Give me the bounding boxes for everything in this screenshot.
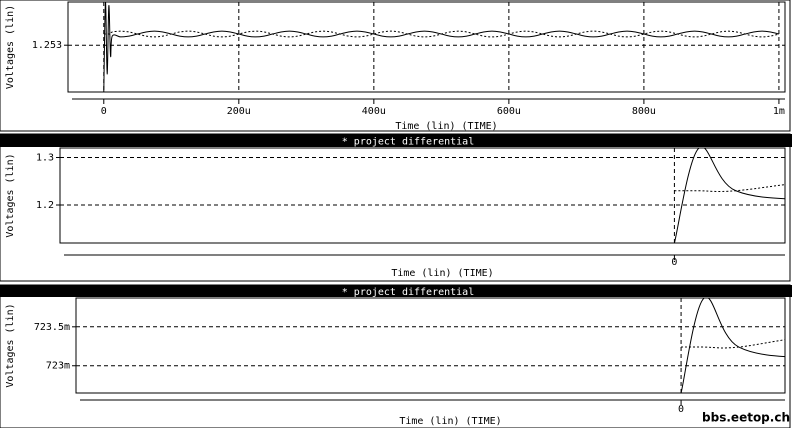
panel-title: * project differential [342, 137, 474, 148]
x-tick-label: 1m [773, 106, 785, 117]
x-tick-label: 600u [497, 106, 521, 117]
panel: 0 200u 400u 600u 800u 1m 1.253 Time (lin) (TIME… [0, 0, 791, 132]
plot-area [67, 1, 786, 93]
x-tick-label: 0 [678, 404, 684, 415]
panel: * project differential0200u400u600u800u1… [0, 284, 792, 428]
x-tick-label: 0 [101, 106, 107, 117]
panel: * project differential0200u400u600u800u1… [0, 133, 792, 282]
x-tick-label: 800u [632, 106, 656, 117]
waveform [103, 2, 780, 92]
title-bar [0, 134, 792, 147]
y-axis-label: Voltages (lin) [5, 153, 16, 237]
panel-title: * project differential [342, 287, 474, 298]
x-tick-label: 0 [671, 257, 677, 268]
x-axis-label: Time (lin) (TIME) [399, 416, 501, 427]
y-tick-label: 723.5m [34, 322, 70, 333]
x-tick-label: 200u [227, 106, 251, 117]
y-tick-label: 723m [46, 361, 70, 372]
x-axis-label: Time (lin) (TIME) [395, 121, 497, 132]
y-tick-label: 1.253 [32, 40, 62, 51]
x-tick-label: 400u [362, 106, 386, 117]
watermark: bbs.eetop.ch [702, 411, 790, 425]
y-tick-label: 1.2 [36, 200, 54, 211]
plot-area [75, 297, 786, 394]
y-axis-label: Voltages (lin) [5, 5, 16, 89]
plot-area [59, 147, 786, 244]
y-axis-label: Voltages (lin) [5, 303, 16, 387]
y-tick-label: 1.3 [36, 153, 54, 164]
title-bar [0, 285, 792, 297]
x-axis-label: Time (lin) (TIME) [391, 268, 493, 279]
